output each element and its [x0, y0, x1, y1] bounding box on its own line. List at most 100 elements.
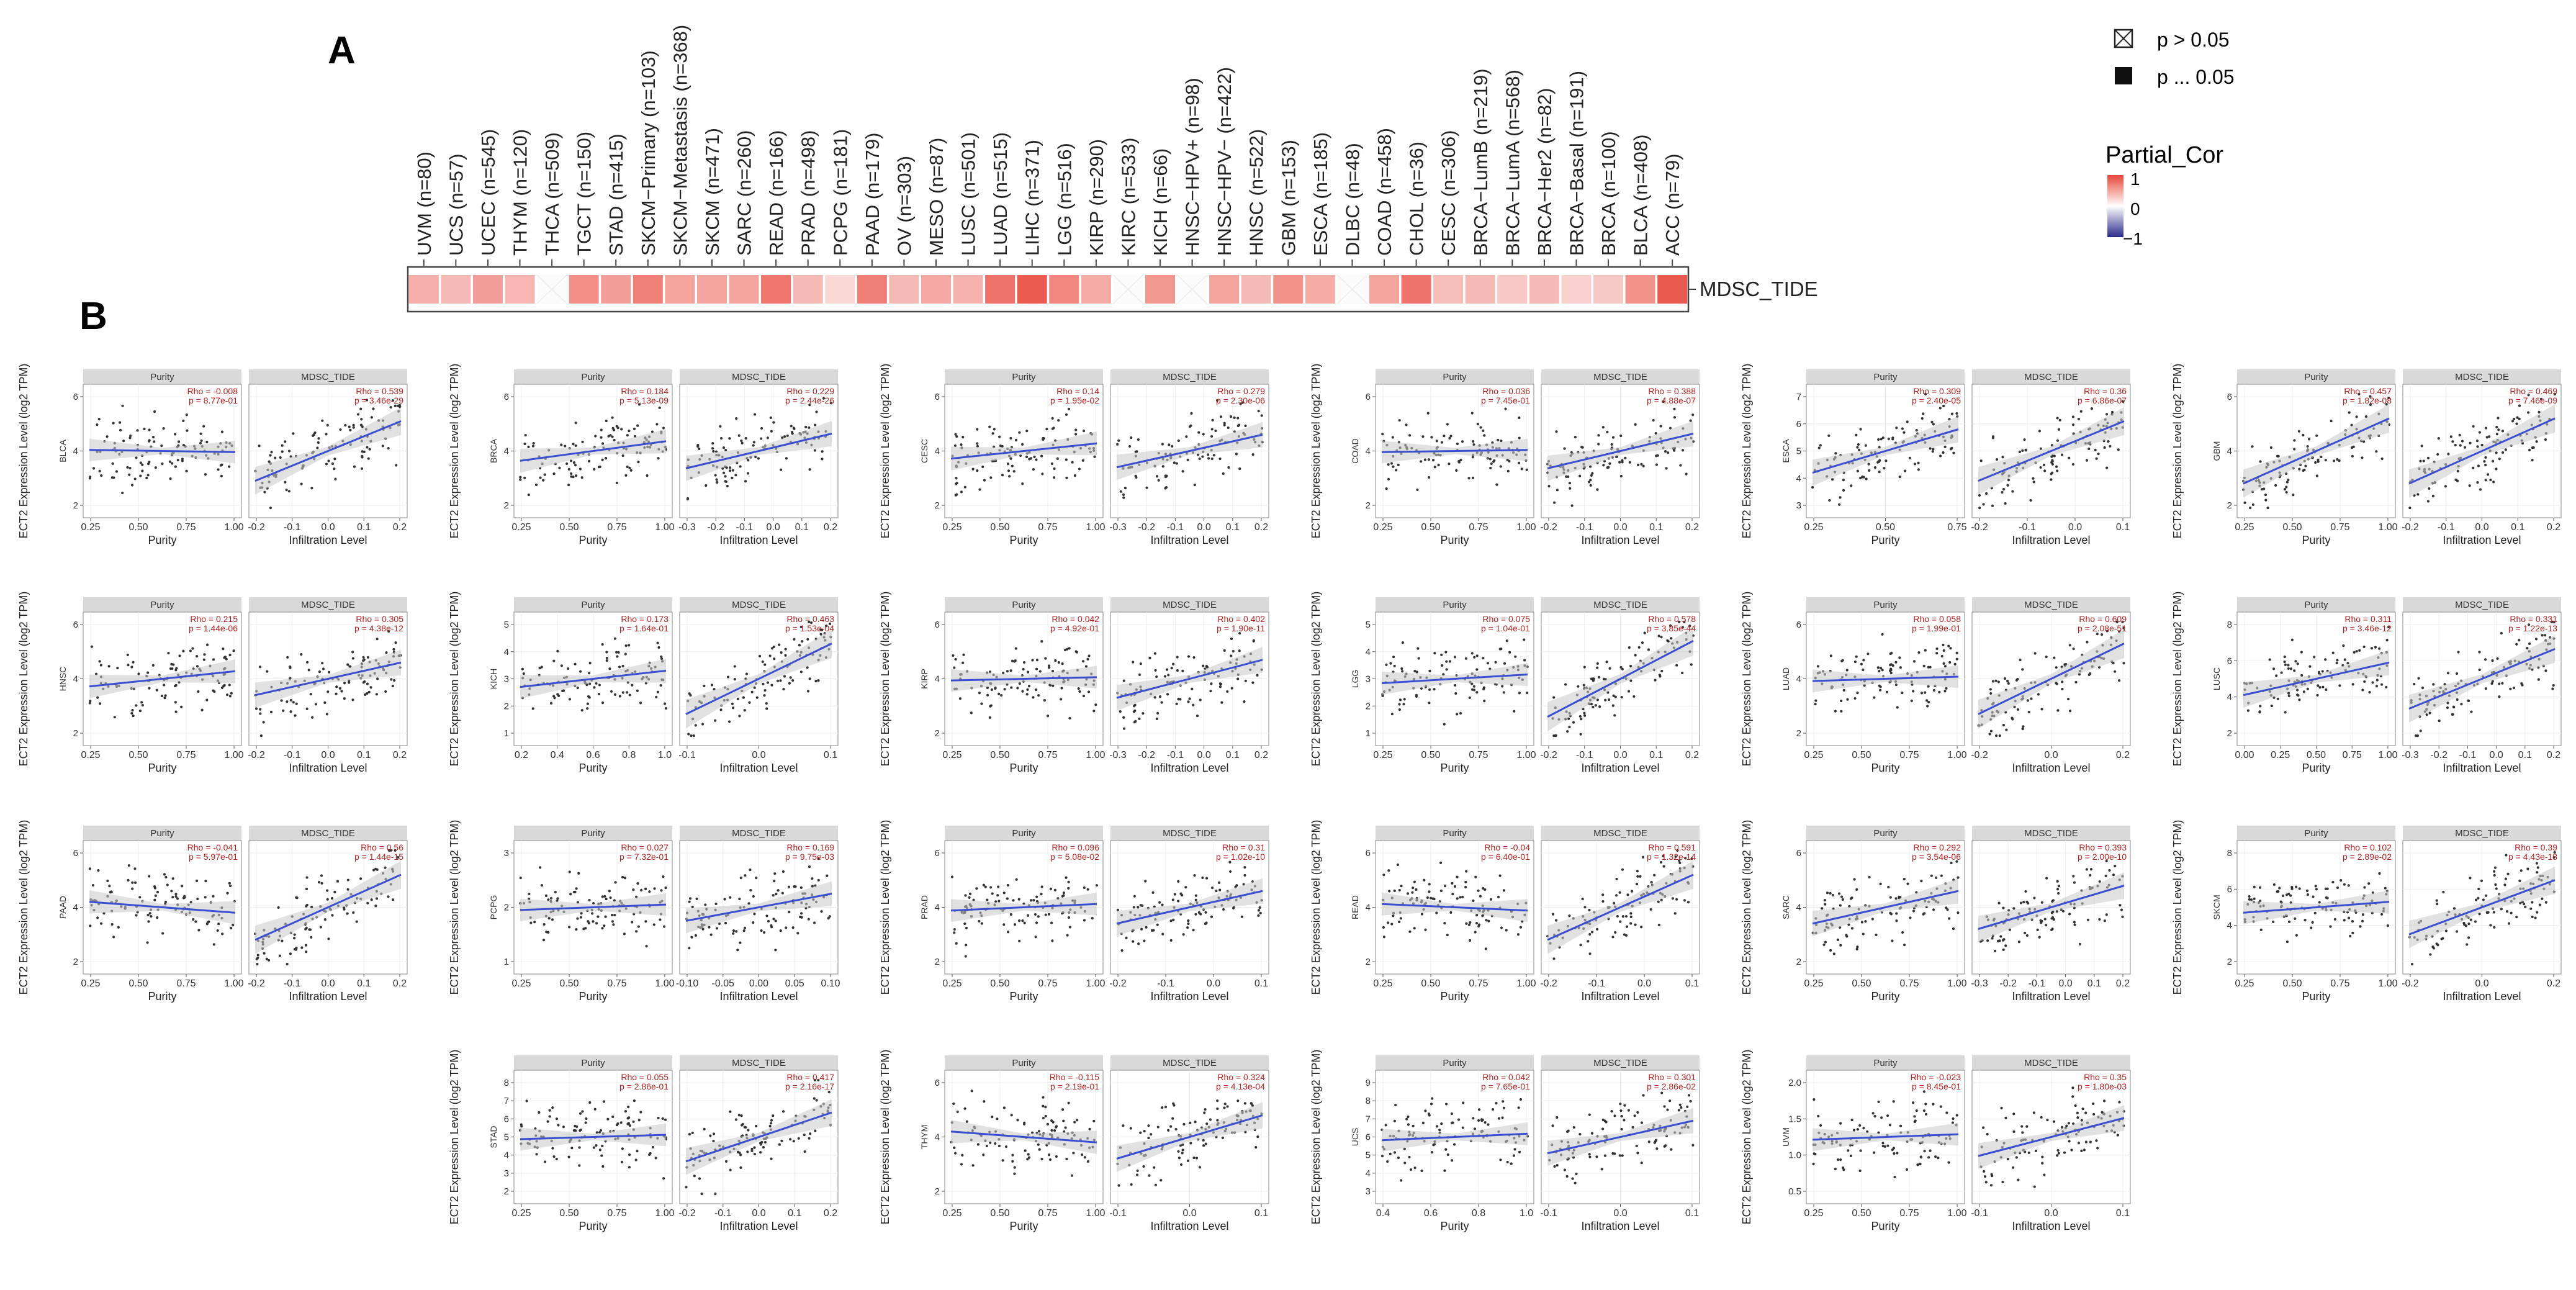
scatter-point — [2264, 498, 2268, 502]
scatter-point — [1392, 656, 1395, 659]
scatter-point — [1218, 457, 1222, 461]
scatter-point — [2121, 400, 2124, 403]
scatter-point — [1196, 715, 1199, 718]
scatter-point — [991, 892, 994, 895]
scatter-point — [1855, 655, 1858, 658]
heatmap-tile — [1305, 275, 1335, 304]
scatter-point — [346, 888, 349, 891]
scatter-point — [2006, 679, 2009, 683]
scatter-point — [1259, 911, 1262, 914]
x-tick-label: -0.1 — [678, 750, 696, 760]
scatter-point — [1604, 698, 1607, 701]
scatter-point — [735, 417, 738, 420]
scatter-point — [274, 456, 277, 459]
rho-label: Rho = -0.008 — [187, 386, 238, 396]
scatter-point — [601, 895, 604, 898]
scatter-point — [580, 708, 583, 712]
scatter-point — [2019, 901, 2022, 904]
scatter-point — [1931, 450, 1934, 453]
scatter-point — [1662, 400, 1665, 404]
scatter-point — [2416, 734, 2420, 737]
scatter-point — [766, 436, 769, 440]
scatter-point — [775, 893, 778, 896]
scatter-point — [568, 870, 571, 873]
scatter-point — [715, 927, 719, 930]
scatter-point — [91, 883, 95, 887]
y-tick-label: 6 — [1796, 620, 1801, 630]
scatter-point — [1859, 477, 1862, 480]
scatter-point — [1596, 666, 1599, 669]
scatter-point — [1950, 412, 1954, 415]
scatter-point — [1227, 466, 1230, 469]
colorbar-tick-mid: 0 — [2130, 199, 2140, 219]
scatter-point — [308, 928, 312, 931]
scatter-point — [364, 693, 367, 697]
scatter-point — [325, 433, 328, 436]
scatter-point — [595, 682, 598, 685]
y-tick-label: 4 — [504, 446, 509, 457]
scatter-point — [1860, 921, 1863, 924]
x-tick-label: 0.2 — [2547, 750, 2560, 760]
scatter-point — [1470, 652, 1474, 655]
scatter-point — [1168, 443, 1171, 446]
x-tick-label: -0.2 — [248, 978, 265, 989]
scatter-point — [1037, 915, 1040, 918]
scatter-point — [1465, 922, 1468, 925]
scatter-point — [269, 507, 272, 510]
scatter-point — [953, 444, 957, 448]
scatter-point — [335, 692, 338, 695]
scatter-point — [292, 432, 295, 435]
heatmap-col-label: UVM (n=80) — [413, 151, 435, 256]
scatter-point — [2056, 709, 2060, 712]
scatter-point — [736, 949, 739, 952]
p-value-label: p = 4.38e-12 — [354, 623, 403, 633]
scatter-point — [1891, 436, 1894, 440]
scatter-point — [2307, 438, 2311, 441]
scatter-point — [1421, 435, 1425, 438]
y-tick-label: 1 — [504, 728, 509, 739]
scatter-point — [691, 905, 694, 909]
scatter-point — [609, 896, 612, 900]
scatter-point — [748, 701, 751, 704]
scatter-point — [323, 701, 327, 704]
facet-strip — [514, 597, 672, 612]
scatter-point — [1441, 664, 1444, 667]
scatter-point — [1041, 472, 1044, 476]
scatter-point — [1932, 908, 1935, 911]
y-tick-label: 3 — [504, 674, 509, 685]
scatter-luad: ECT2 Expression Level (log2 TPM) LUADPuri… — [1741, 592, 2131, 774]
x-tick-label: 1.00 — [1516, 750, 1536, 760]
scatter-point — [799, 625, 803, 629]
scatter-point — [628, 429, 631, 433]
scatter-point — [339, 428, 342, 431]
scatter-point — [744, 436, 747, 440]
scatter-point — [1470, 688, 1474, 691]
heatmap-cell-pcpg-n-181 — [825, 275, 855, 304]
scatter-point — [1587, 480, 1591, 484]
scatter-point — [2001, 456, 2004, 459]
scatter-point — [780, 651, 783, 654]
scatter-point — [1471, 456, 1474, 459]
scatter-point — [1616, 914, 1619, 918]
scatter-point — [106, 435, 109, 438]
facet-strip-label: MDSC_TIDE — [1163, 600, 1217, 610]
scatter-point — [295, 702, 298, 705]
scatter-point — [1570, 504, 1574, 507]
scatter-point — [738, 897, 741, 901]
scatter-point — [1982, 503, 1985, 506]
scatter-point — [1029, 899, 1033, 902]
scatter-point — [2537, 678, 2540, 681]
heatmap-col-label: SARC (n=260) — [734, 130, 755, 256]
scatter-point — [1204, 911, 1207, 914]
scatter-point — [1904, 469, 1907, 472]
scatter-point — [1625, 925, 1629, 928]
scatter-point — [1412, 886, 1415, 890]
heatmap-col-label: PCPG (n=181) — [829, 129, 851, 256]
p-value-label: p = 1.95e-02 — [1050, 395, 1099, 405]
scatter-point — [369, 686, 372, 689]
scatter-point — [1063, 648, 1067, 652]
cancer-code-label: BLCA — [58, 440, 68, 462]
scatter-point — [1503, 662, 1506, 665]
scatter-point — [1479, 895, 1482, 898]
